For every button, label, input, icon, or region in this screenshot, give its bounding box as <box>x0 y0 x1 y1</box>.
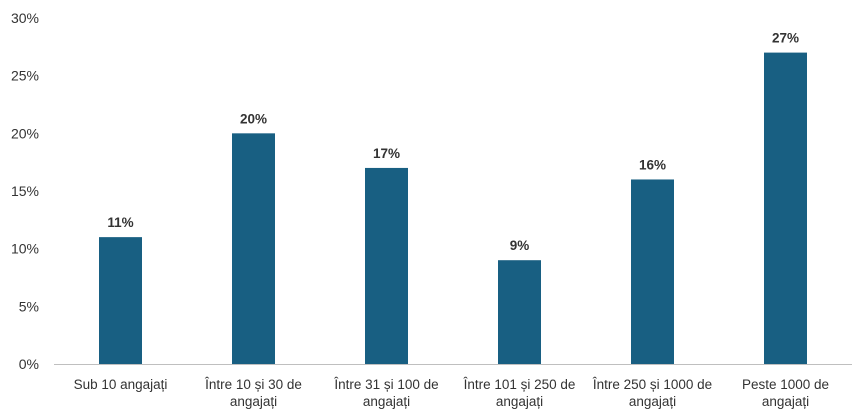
category-label: Între 10 și 30 de angajați <box>204 377 302 409</box>
category-label: Între 101 și 250 de angajați <box>463 377 576 409</box>
data-label: 16% <box>639 157 666 172</box>
y-tick-label: 0% <box>19 356 39 372</box>
y-tick-label: 10% <box>11 241 39 257</box>
category-label: Peste 1000 de angajați <box>742 377 829 409</box>
y-tick-label: 20% <box>11 125 39 141</box>
data-label: 20% <box>240 111 267 126</box>
bar <box>232 133 275 364</box>
category-label: Sub 10 angajați <box>74 377 168 392</box>
x-axis: Sub 10 angajați Între 10 și 30 de angajați… <box>54 364 852 409</box>
bar <box>99 237 142 364</box>
category-label: Între 250 și 1000 de angajați <box>592 377 712 409</box>
bar <box>365 167 408 364</box>
data-labels: 11% 20% 17% 9% 16% 27% <box>107 31 799 254</box>
y-tick-label: 5% <box>19 298 39 314</box>
y-axis: 0% 5% 10% 15% 20% 25% 30% <box>11 10 39 372</box>
bar <box>764 52 807 364</box>
data-label: 9% <box>510 238 530 253</box>
y-tick-label: 30% <box>11 10 39 26</box>
y-tick-label: 15% <box>11 183 39 199</box>
data-label: 17% <box>373 146 400 161</box>
bar <box>631 179 674 364</box>
bar <box>498 260 541 364</box>
category-label: Între 31 și 100 de angajați <box>333 377 438 409</box>
data-label: 11% <box>107 215 133 230</box>
y-tick-label: 25% <box>11 68 39 84</box>
bars <box>99 52 807 364</box>
data-label: 27% <box>772 31 799 46</box>
